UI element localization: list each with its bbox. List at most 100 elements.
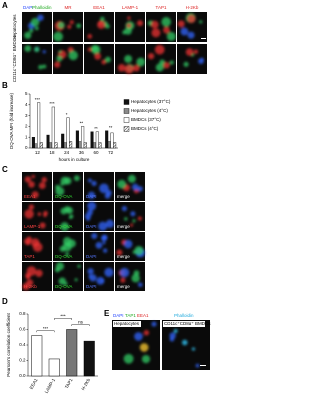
cell	[99, 183, 109, 194]
cell	[134, 332, 143, 341]
scale-bar	[201, 38, 206, 39]
y-tick-label: 0.8	[19, 311, 26, 316]
significance: ns	[78, 320, 84, 325]
cells	[147, 17, 176, 41]
y-tick-label: 4	[25, 102, 28, 107]
cell	[77, 264, 81, 268]
cell	[134, 245, 144, 256]
cell	[161, 17, 172, 27]
cell	[150, 20, 159, 29]
channel-label: DQ-OVA	[55, 284, 72, 289]
cell	[26, 236, 32, 242]
cell	[24, 176, 32, 183]
x-tick-label: LAMP-1	[44, 377, 57, 394]
cell	[137, 282, 143, 288]
cell	[74, 278, 78, 282]
marker-label: H-2Kb	[186, 5, 199, 10]
cell	[191, 347, 196, 351]
cell	[87, 268, 94, 275]
cells	[117, 174, 143, 194]
cell	[94, 52, 102, 60]
channel-label: DAPI	[86, 284, 97, 289]
cell	[91, 232, 98, 240]
cell	[22, 282, 30, 291]
cell	[58, 50, 62, 54]
cell	[187, 14, 196, 24]
significance: **	[109, 125, 113, 130]
y-tick-label: 0.6	[19, 327, 26, 332]
y-tick-label: 0.0	[19, 373, 26, 378]
legend-label: BMDCs (4°C)	[131, 126, 159, 131]
cells	[148, 44, 174, 72]
cell	[24, 31, 32, 39]
bar	[61, 133, 65, 149]
significance: ***	[49, 101, 55, 106]
cell	[181, 339, 188, 346]
significance: ***	[35, 97, 41, 102]
cell	[136, 20, 144, 27]
cells	[118, 267, 143, 288]
cell-label: CD11c⁺CD8α⁺ BMDCs	[164, 321, 211, 326]
cell	[28, 204, 35, 210]
cell	[60, 222, 69, 231]
cell	[96, 276, 105, 285]
cell	[117, 63, 126, 72]
bar	[107, 141, 111, 149]
cells	[54, 262, 81, 286]
cell	[139, 343, 149, 352]
y-tick-label: 5	[25, 91, 28, 96]
stain-label: EEA1	[137, 313, 149, 318]
cell	[130, 211, 136, 217]
cell	[38, 182, 46, 190]
cell	[132, 183, 139, 191]
cell	[31, 174, 35, 179]
cells	[22, 266, 43, 291]
legend-swatch	[123, 126, 130, 132]
cell	[101, 59, 107, 65]
cell	[69, 214, 74, 219]
cell	[124, 54, 133, 63]
cell	[123, 353, 134, 364]
significance: **	[80, 121, 84, 126]
cell	[33, 46, 40, 53]
bar	[98, 142, 102, 149]
bar	[78, 141, 82, 149]
bar	[31, 136, 35, 149]
micrograph	[112, 320, 160, 370]
x-tick-label: 60	[93, 150, 99, 155]
channel-label: merge	[117, 224, 130, 229]
cell	[95, 241, 103, 249]
significance-bracket	[36, 330, 55, 333]
legend-swatch	[123, 108, 130, 114]
cells	[122, 16, 144, 35]
panel-label: A	[2, 1, 8, 10]
cell	[136, 57, 146, 67]
cell	[55, 184, 61, 190]
bar	[66, 117, 70, 149]
cell	[63, 281, 68, 286]
cell	[173, 328, 178, 334]
cells	[169, 328, 200, 368]
bar	[39, 142, 43, 149]
cell	[119, 267, 130, 278]
scale-bar	[200, 365, 206, 366]
cell	[34, 26, 39, 31]
cell	[87, 34, 93, 39]
marker-label: EEA1	[93, 5, 105, 10]
label-box	[163, 321, 205, 327]
cells	[87, 45, 111, 65]
marker-label: MR	[65, 5, 73, 10]
cells	[177, 13, 203, 39]
cell	[24, 45, 32, 52]
cell	[143, 330, 150, 336]
cell	[104, 267, 114, 277]
cell	[163, 61, 170, 69]
cell	[54, 61, 61, 68]
bar	[81, 126, 85, 149]
cell	[199, 20, 203, 24]
cell	[35, 269, 43, 277]
cell	[101, 279, 105, 283]
cell	[133, 270, 140, 277]
panel-label: E	[104, 309, 110, 318]
cells	[24, 204, 48, 229]
